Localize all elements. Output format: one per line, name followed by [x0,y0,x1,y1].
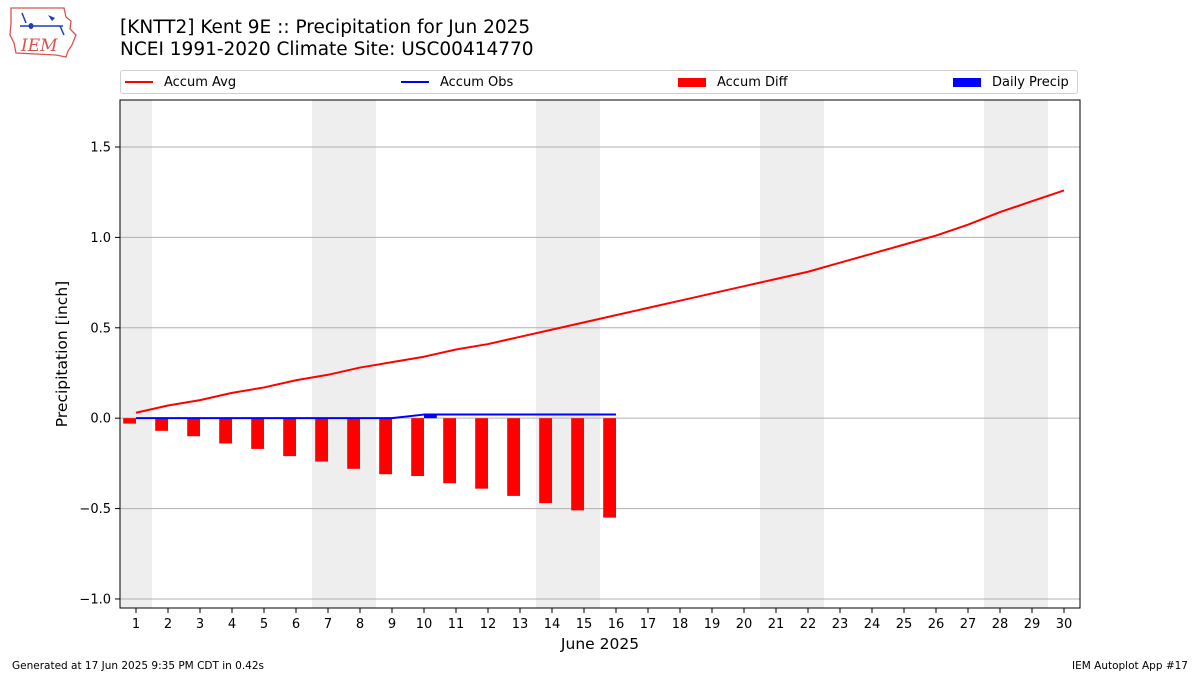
bar-accum-diff-5 [251,418,264,449]
bar-accum-diff-15 [571,418,584,511]
bar-accum-diff-9 [379,418,392,475]
bar-accum-diff-14 [539,418,552,504]
x-tick-label-9: 9 [388,617,396,632]
plot-frame [119,99,1081,609]
y-tick-label-5: 1.5 [90,141,111,156]
footer-app-label: IEM Autoplot App #17 [1072,660,1188,672]
weekend-band-1 [120,100,152,608]
y-tick-label-3: 0.5 [90,321,111,336]
legend-item-accum-avg: Accum Avg [125,71,236,93]
x-tick-label-27: 27 [960,617,977,632]
legend-item-accum-obs: Accum Obs [401,71,513,93]
x-tick-label-30: 30 [1056,617,1073,632]
x-tick-label-25: 25 [896,617,913,632]
legend-item-accum-diff: Accum Diff [678,71,788,93]
x-tick-label-29: 29 [1024,617,1041,632]
footer-generated-text: Generated at 17 Jun 2025 9:35 PM CDT in … [12,660,265,672]
bar-accum-diff-12 [475,418,488,489]
x-tick-label-2: 2 [164,617,172,632]
legend-swatch-accum-avg [125,81,153,83]
x-tick-label-5: 5 [260,617,268,632]
x-tick-label-16: 16 [608,617,625,632]
chart-legend: Accum Avg Accum Obs Accum Diff Daily Pre… [120,70,1078,94]
chart-subtitle: NCEI 1991-2020 Climate Site: USC00414770 [120,39,534,60]
weekend-band-2 [312,100,376,608]
bar-accum-diff-1 [123,418,136,424]
legend-label-accum-avg: Accum Avg [164,74,237,90]
chart-title: [KNTT2] Kent 9E :: Precipitation for Jun… [120,17,531,38]
x-tick-label-18: 18 [672,617,689,632]
x-tick-label-8: 8 [356,617,364,632]
x-tick-label-4: 4 [228,617,236,632]
x-tick-label-14: 14 [544,617,561,632]
bar-accum-diff-8 [347,418,360,469]
bar-accum-diff-2 [155,418,168,431]
bar-accum-diff-7 [315,418,328,462]
weekend-band-5 [984,100,1048,608]
legend-swatch-daily-precip [953,77,981,87]
legend-swatch-accum-diff [678,77,706,87]
x-tick-label-12: 12 [480,617,497,632]
x-tick-label-17: 17 [640,617,657,632]
x-tick-label-26: 26 [928,617,945,632]
line-accum-obs [136,413,616,420]
x-tick-label-24: 24 [864,617,881,632]
y-tick-label-1: −0.5 [79,502,111,517]
x-tick-label-3: 3 [196,617,204,632]
x-tick-label-7: 7 [324,617,332,632]
bar-accum-diff-3 [187,418,200,437]
bar-accum-diff-6 [283,418,296,457]
x-tick-label-1: 1 [132,617,140,632]
x-tick-label-28: 28 [992,617,1009,632]
x-tick-label-19: 19 [704,617,721,632]
y-tick-label-2: 0.0 [90,412,111,427]
legend-swatch-accum-obs [401,81,429,83]
iem-logo-icon: IEM [9,7,77,58]
bar-accum-diff-13 [507,418,520,496]
bar-accum-diff-11 [443,418,456,484]
y-tick-label-4: 1.0 [90,231,111,246]
x-tick-label-10: 10 [416,617,433,632]
bar-accum-diff-16 [603,418,616,518]
weekend-band-4 [760,100,824,608]
weekend-band-3 [536,100,600,608]
x-tick-label-13: 13 [512,617,529,632]
x-tick-label-11: 11 [448,617,465,632]
x-tick-label-20: 20 [736,617,753,632]
legend-label-daily-precip: Daily Precip [992,74,1069,90]
y-tick-label-0: −1.0 [79,592,111,607]
x-tick-label-22: 22 [800,617,817,632]
x-tick-label-6: 6 [292,617,300,632]
legend-item-daily-precip: Daily Precip [953,71,1069,93]
y-axis-label: Precipitation [inch] [53,281,71,427]
bar-accum-diff-4 [219,418,232,444]
line-accum-avg [135,189,1065,414]
x-axis-label: June 2025 [560,635,639,653]
logo-text: IEM [20,36,58,56]
bar-accum-diff-10 [411,418,424,477]
x-tick-label-21: 21 [768,617,785,632]
legend-label-accum-obs: Accum Obs [440,74,514,90]
bar-daily-precip-10 [424,414,437,419]
x-tick-label-23: 23 [832,617,849,632]
x-tick-label-15: 15 [576,617,593,632]
legend-label-accum-diff: Accum Diff [717,74,788,90]
